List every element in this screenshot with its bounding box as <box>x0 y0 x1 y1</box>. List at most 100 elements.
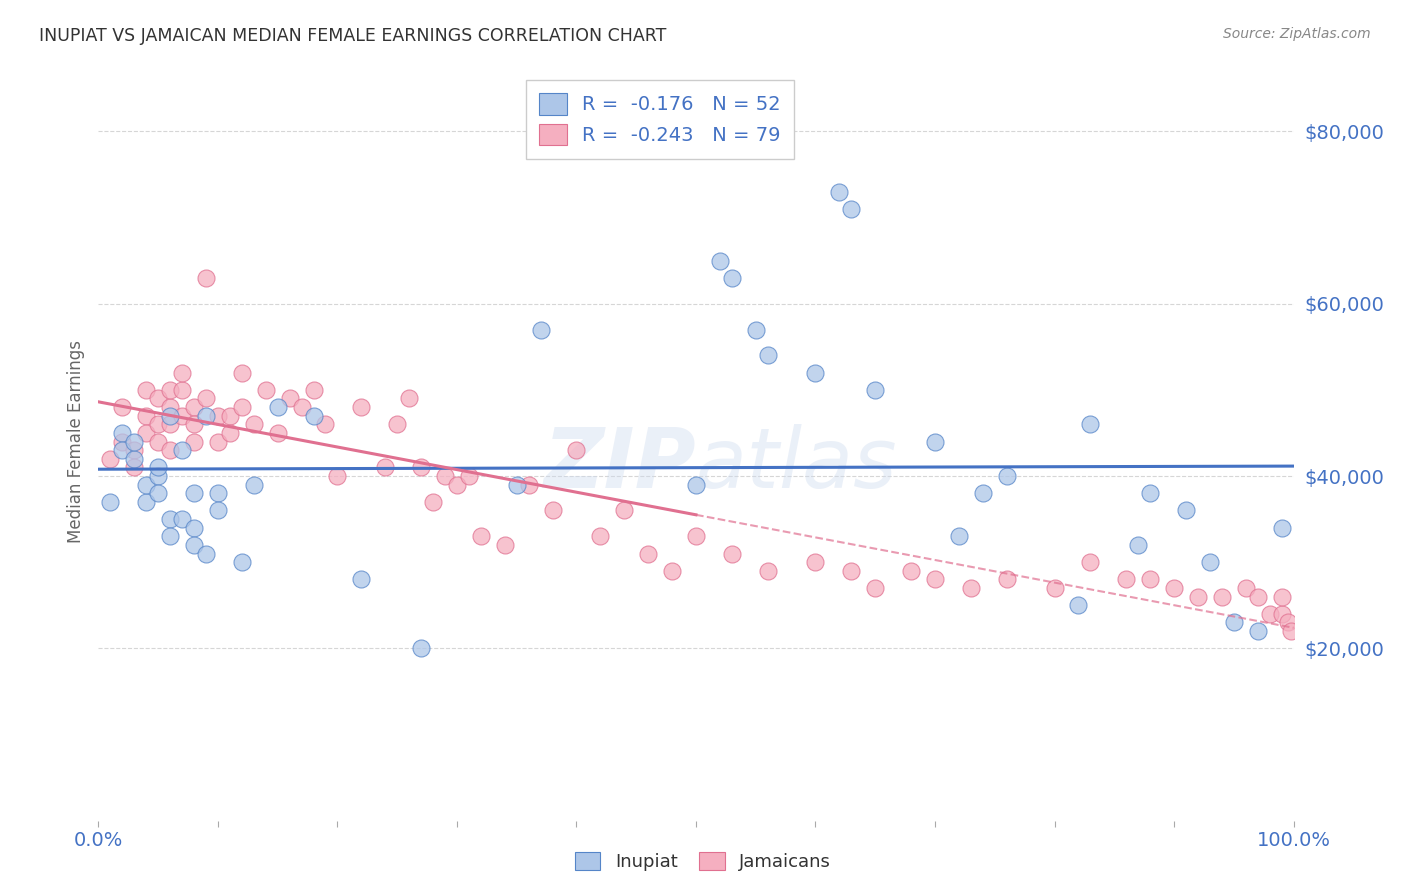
Point <box>231 555 253 569</box>
Point <box>124 434 146 449</box>
Point <box>1128 538 1150 552</box>
Point <box>183 521 205 535</box>
Point <box>924 434 946 449</box>
Point <box>124 460 146 475</box>
Point <box>1277 615 1299 630</box>
Point <box>135 383 157 397</box>
Point <box>411 641 433 656</box>
Point <box>291 400 314 414</box>
Point <box>1163 581 1185 595</box>
Point <box>302 409 325 423</box>
Point <box>661 564 683 578</box>
Point <box>183 417 205 432</box>
Point <box>589 529 612 543</box>
Point <box>111 434 134 449</box>
Point <box>183 486 205 500</box>
Point <box>385 417 409 432</box>
Point <box>231 400 253 414</box>
Point <box>243 417 266 432</box>
Point <box>721 270 744 285</box>
Point <box>1043 581 1066 595</box>
Point <box>1271 590 1294 604</box>
Point <box>148 417 170 432</box>
Point <box>1234 581 1257 595</box>
Point <box>231 366 253 380</box>
Point <box>1067 599 1090 613</box>
Point <box>278 392 301 406</box>
Point <box>506 477 529 491</box>
Point <box>195 270 218 285</box>
Point <box>350 400 373 414</box>
Point <box>111 425 134 440</box>
Point <box>374 460 396 475</box>
Point <box>1187 590 1209 604</box>
Point <box>865 383 887 397</box>
Point <box>124 443 146 458</box>
Point <box>756 564 779 578</box>
Point <box>960 581 983 595</box>
Point <box>470 529 492 543</box>
Point <box>1115 573 1137 587</box>
Point <box>1139 573 1161 587</box>
Point <box>254 383 277 397</box>
Point <box>159 417 181 432</box>
Point <box>159 512 181 526</box>
Point <box>219 409 242 423</box>
Point <box>613 503 636 517</box>
Point <box>159 443 181 458</box>
Point <box>1247 624 1270 639</box>
Point <box>148 460 170 475</box>
Point <box>98 451 122 466</box>
Point <box>1271 521 1294 535</box>
Point <box>530 322 553 336</box>
Point <box>804 555 827 569</box>
Point <box>494 538 516 552</box>
Point <box>195 409 218 423</box>
Point <box>172 512 194 526</box>
Point <box>207 503 229 517</box>
Point <box>172 366 194 380</box>
Point <box>411 460 433 475</box>
Point <box>315 417 337 432</box>
Point <box>804 366 827 380</box>
Point <box>422 495 444 509</box>
Point <box>267 425 290 440</box>
Point <box>159 383 181 397</box>
Point <box>1139 486 1161 500</box>
Point <box>302 383 325 397</box>
Point <box>924 573 946 587</box>
Point <box>995 469 1018 483</box>
Point <box>972 486 994 500</box>
Point <box>207 434 229 449</box>
Point <box>1271 607 1294 621</box>
Point <box>207 486 229 500</box>
Point <box>756 348 779 362</box>
Point <box>135 477 157 491</box>
Point <box>900 564 922 578</box>
Point <box>1258 607 1281 621</box>
Point <box>865 581 887 595</box>
Point <box>159 529 181 543</box>
Point <box>709 253 731 268</box>
Point <box>458 469 481 483</box>
Point <box>1199 555 1222 569</box>
Point <box>745 322 768 336</box>
Point <box>350 573 373 587</box>
Point <box>517 477 540 491</box>
Point <box>172 443 194 458</box>
Point <box>148 434 170 449</box>
Point <box>98 495 122 509</box>
Point <box>446 477 468 491</box>
Point <box>243 477 266 491</box>
Point <box>565 443 588 458</box>
Point <box>111 443 134 458</box>
Point <box>148 469 170 483</box>
Text: ZIP: ZIP <box>543 424 696 505</box>
Point <box>1080 555 1102 569</box>
Point <box>685 529 707 543</box>
Point <box>721 547 744 561</box>
Text: INUPIAT VS JAMAICAN MEDIAN FEMALE EARNINGS CORRELATION CHART: INUPIAT VS JAMAICAN MEDIAN FEMALE EARNIN… <box>39 27 666 45</box>
Point <box>541 503 564 517</box>
Text: Source: ZipAtlas.com: Source: ZipAtlas.com <box>1223 27 1371 41</box>
Point <box>124 451 146 466</box>
